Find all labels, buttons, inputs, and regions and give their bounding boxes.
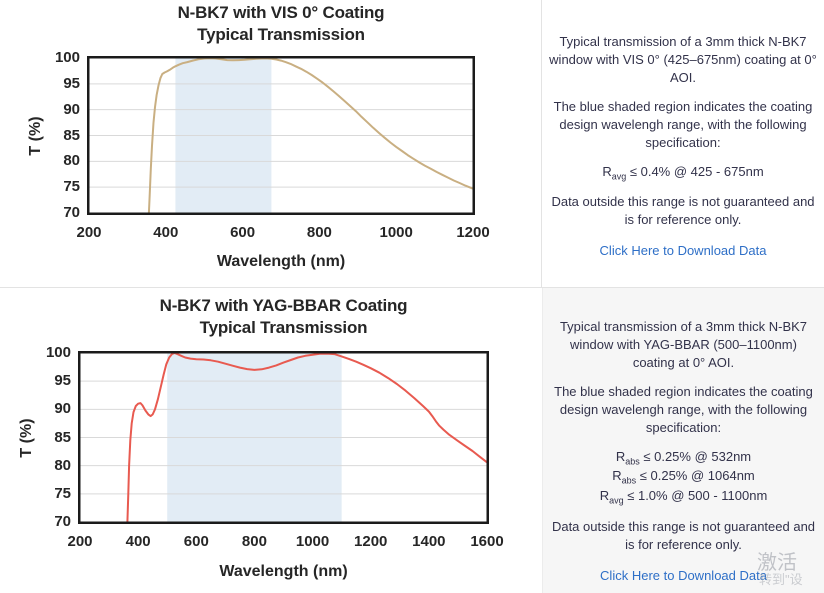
y-tick-label: 100: [45, 344, 71, 361]
y-tick-label: 85: [54, 428, 71, 446]
y-axis-tick-labels: 70 75 80 85 90 95 100: [35, 344, 71, 530]
transmission-curve: [126, 352, 488, 523]
vertical-divider: [541, 0, 542, 287]
x-tick-label: 400: [125, 533, 151, 550]
y-tick-label: 80: [63, 152, 80, 170]
x-axis-label: Wavelength (nm): [219, 563, 348, 580]
y-axis-tick-labels: 70 75 80 85 90 95 100: [44, 49, 80, 221]
transmission-curve: [147, 57, 474, 214]
spec-line: Ravg ≤ 1.0% @ 500 - 1100nm: [599, 488, 768, 506]
plot-border: [87, 56, 475, 215]
x-tick-label: 400: [153, 224, 179, 241]
description-paragraph: The blue shaded region indicates the coa…: [553, 98, 813, 150]
y-tick-label: 90: [54, 400, 71, 418]
y-tick-label: 70: [54, 513, 71, 530]
chart-title: N-BK7 with YAG-BBAR Coating: [159, 296, 408, 315]
y-tick-label: 80: [54, 456, 71, 474]
y-tick-label: 85: [63, 126, 80, 144]
yag-bbar-transmission-chart: [78, 351, 489, 524]
x-tick-label: 600: [230, 224, 256, 241]
spec-line: Rabs ≤ 0.25% @ 532nm: [615, 448, 752, 467]
download-data-link[interactable]: Click Here to Download Data: [599, 243, 767, 259]
description-panel: Typical transmission of a 3mm thick N-BK…: [542, 288, 824, 593]
chart-subtitle: Typical Transmission: [197, 25, 365, 44]
x-tick-label: 1200: [456, 224, 490, 241]
x-tick-label: 1200: [354, 533, 388, 550]
x-tick-label: 1600: [470, 533, 504, 550]
y-axis-label: T (%): [27, 116, 44, 156]
description-paragraph: Typical transmission of a 3mm thick N-BK…: [549, 34, 817, 85]
spec-line: Rabs ≤ 0.25% @ 1064nm: [612, 468, 755, 486]
description-panel: Typical transmission of a 3mm thick N-BK…: [542, 0, 824, 287]
x-tick-label: 1000: [295, 533, 330, 550]
x-tick-label: 600: [183, 533, 209, 550]
chart-subtitle: Typical Transmission: [199, 318, 368, 337]
x-axis-tick-labels: 200 400 600 800 1000 1200 1400 1600: [67, 533, 503, 551]
spec-lines: Rabs ≤ 0.25% @ 532nm Rabs ≤ 0.25% @ 1064n…: [543, 448, 824, 507]
spec-lines: Ravg ≤ 0.4% @ 425 - 675nm: [542, 163, 824, 183]
y-tick-label: 90: [63, 100, 80, 118]
description-paragraph: Typical transmission of a 3mm thick N-BK…: [559, 319, 808, 370]
horizontal-divider: [0, 287, 824, 288]
x-tick-label: 1000: [379, 224, 413, 241]
y-tick-label: 100: [54, 49, 80, 66]
spec-line: Ravg ≤ 0.4% @ 425 - 675nm: [602, 163, 764, 182]
x-axis-tick-labels: 200 400 600 800 1000 1200: [76, 224, 489, 242]
y-tick-label: 95: [63, 74, 80, 92]
x-tick-label: 800: [306, 224, 332, 241]
x-tick-label: 1400: [412, 533, 446, 550]
x-tick-label: 800: [241, 533, 267, 550]
windows-activation-watermark: 激活: [757, 552, 797, 574]
download-data-link[interactable]: Click Here to Download Data: [600, 567, 767, 583]
y-tick-label: 75: [54, 484, 71, 502]
y-tick-label: 70: [63, 204, 80, 221]
windows-activation-watermark-line2: 转到"设: [759, 572, 803, 587]
vis-transmission-chart: [87, 56, 475, 215]
x-tick-label: 200: [76, 224, 102, 241]
description-paragraph: Data outside this range is not guarantee…: [551, 194, 815, 228]
chart-title: N-BK7 with VIS 0° Coating: [177, 3, 385, 22]
y-tick-label: 95: [54, 372, 71, 390]
plot-border: [78, 351, 489, 524]
x-tick-label: 200: [67, 533, 93, 550]
description-paragraph: Data outside this range is not guarantee…: [551, 518, 816, 552]
x-axis-label: Wavelength (nm): [216, 253, 346, 270]
description-paragraph: The blue shaded region indicates the coa…: [554, 383, 813, 435]
y-tick-label: 75: [63, 178, 80, 196]
y-axis-label: T (%): [18, 418, 35, 458]
